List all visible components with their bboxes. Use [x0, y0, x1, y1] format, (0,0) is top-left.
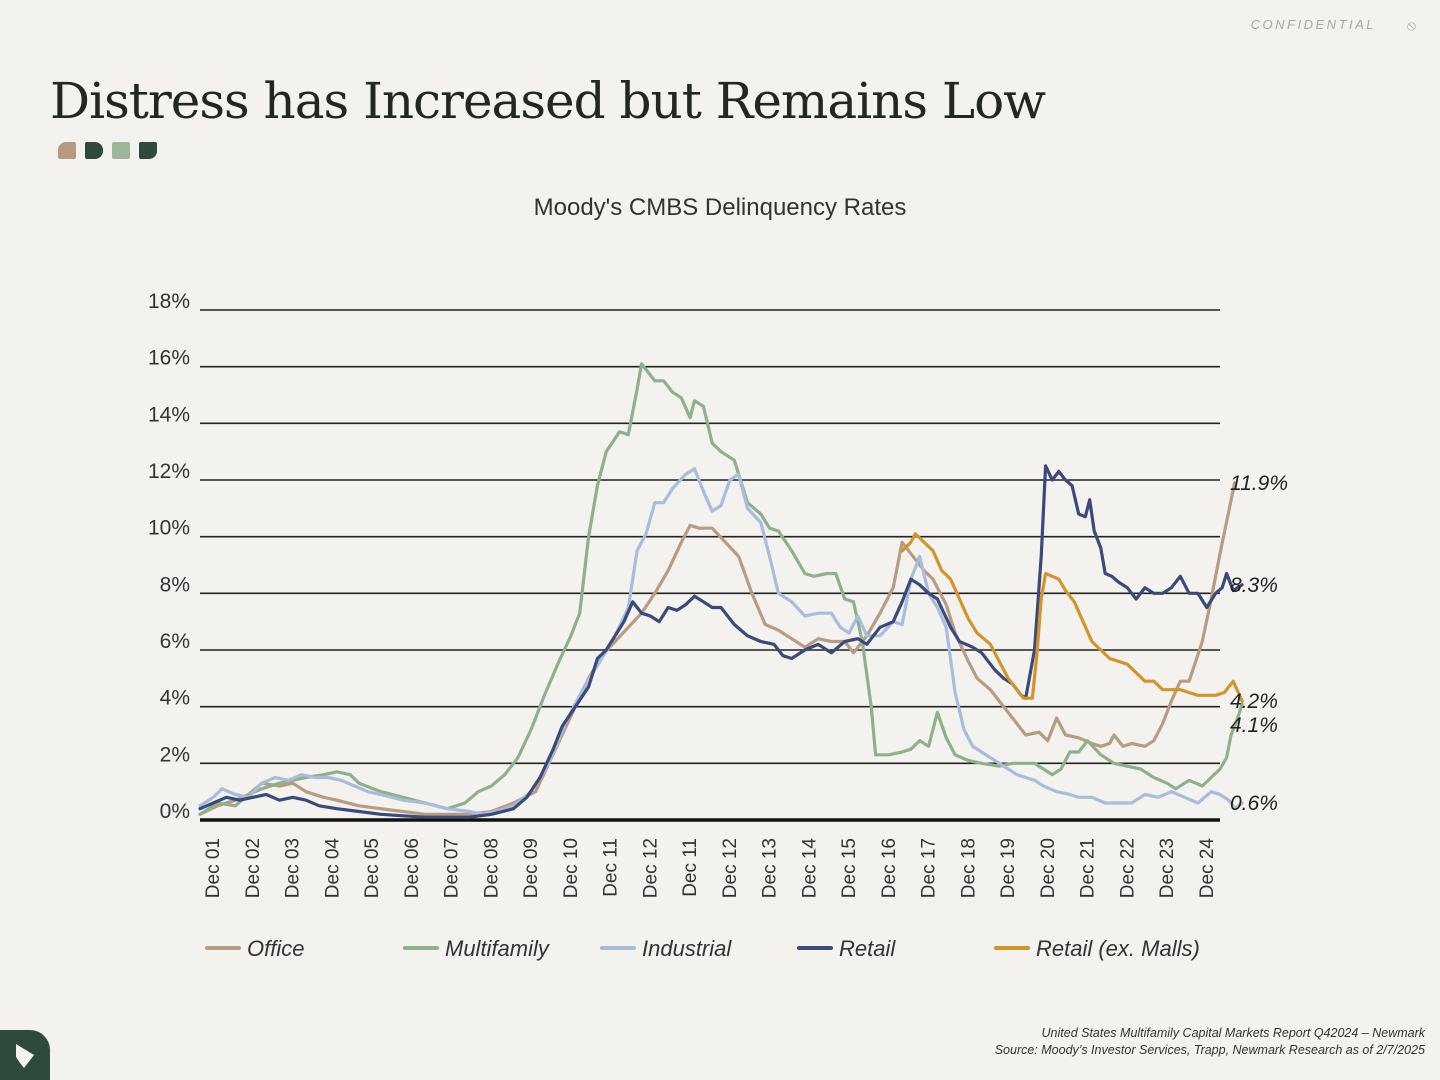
series-line-retail-ex-malls: [900, 532, 1244, 703]
end-value-label: 8.3%: [1230, 574, 1278, 597]
x-tick-label: Dec 09: [521, 838, 542, 898]
x-tick-label: Dec 18: [958, 838, 979, 898]
x-tick-label: Dec 11: [601, 838, 622, 897]
y-tick-label: 14%: [148, 403, 190, 426]
x-tick-label: Dec 06: [402, 838, 423, 898]
x-tick-label: Dec 08: [481, 838, 502, 898]
brand-logo: [0, 1030, 50, 1080]
footer-source: United States Multifamily Capital Market…: [995, 1025, 1425, 1059]
confidential-label: CONFIDENTIAL: [1250, 17, 1376, 32]
y-tick-label: 18%: [148, 290, 190, 313]
legend-label: Retail (ex. Malls): [1036, 936, 1200, 961]
x-tick-label: Dec 19: [998, 838, 1019, 898]
series-line-retail: [198, 464, 1244, 819]
delinquency-chart: 0% 2% 4% 6% 8% 10% 12% 14% 16% 18% Dec 01 Dec 02 Dec…: [148, 290, 1288, 961]
swatch-dark-green-2: [139, 142, 157, 159]
swatch-sage: [112, 142, 130, 159]
swatch-tan: [58, 142, 76, 159]
x-tick-label: Dec 23: [1157, 838, 1178, 898]
y-tick-label: 2%: [160, 743, 190, 766]
x-tick-label: Dec 11: [680, 838, 701, 897]
y-tick-label: 6%: [160, 630, 190, 653]
y-tick-label: 0%: [160, 800, 190, 823]
x-tick-label: Dec 07: [442, 838, 463, 898]
y-tick-label: 10%: [148, 517, 190, 540]
page-title: Distress has Increased but Remains Low: [50, 72, 1046, 130]
x-tick-label: Dec 21: [1078, 838, 1099, 898]
chart-title: Moody's CMBS Delinquency Rates: [533, 194, 907, 221]
end-value-label: 4.1%: [1230, 714, 1278, 737]
brand-swatches: [58, 142, 157, 159]
x-tick-label: Dec 16: [879, 838, 900, 898]
end-value-label: 0.6%: [1230, 792, 1278, 815]
x-tick-label: Dec 13: [760, 838, 781, 898]
end-value-label: 4.2%: [1230, 690, 1278, 713]
series-line-industrial: [198, 467, 1244, 816]
swatch-dark-green: [85, 142, 103, 159]
legend-label: Retail: [839, 936, 896, 961]
x-tick-label: Dec 20: [1038, 838, 1059, 898]
footer-source-line: Source: Moody’s Investor Services, Trapp…: [994, 1043, 1425, 1057]
legend-label: Industrial: [642, 936, 732, 961]
x-tick-label: Dec 17: [919, 838, 940, 898]
x-tick-label: Dec 12: [640, 838, 661, 898]
footer-report: United States Multifamily Capital Market…: [1041, 1026, 1425, 1040]
x-tick-label: Dec 05: [362, 838, 383, 898]
series-line-multifamily: [198, 362, 1244, 816]
x-tick-label: Dec 14: [799, 838, 820, 899]
x-tick-label: Dec 02: [243, 838, 264, 898]
y-tick-label: 8%: [160, 573, 190, 596]
x-tick-label: Dec 22: [1117, 838, 1138, 898]
series-line-office: [198, 481, 1237, 816]
x-tick-label: Dec 10: [561, 838, 582, 898]
no-entry-icon: ⦸: [1406, 17, 1416, 33]
y-tick-label: 4%: [160, 687, 190, 710]
x-tick-label: Dec 04: [322, 838, 343, 899]
x-tick-label: Dec 01: [203, 838, 224, 898]
leaf-logo-icon: [16, 1044, 34, 1068]
y-tick-label: 16%: [148, 347, 190, 370]
legend-label: Multifamily: [445, 936, 551, 961]
x-tick-label: Dec 03: [283, 838, 304, 898]
end-value-label: 11.9%: [1230, 472, 1288, 495]
legend-label: Office: [247, 936, 304, 961]
y-tick-label: 12%: [148, 460, 190, 483]
x-tick-label: Dec 12: [720, 838, 741, 898]
x-tick-label: Dec 24: [1197, 838, 1218, 899]
x-tick-label: Dec 15: [839, 838, 860, 898]
